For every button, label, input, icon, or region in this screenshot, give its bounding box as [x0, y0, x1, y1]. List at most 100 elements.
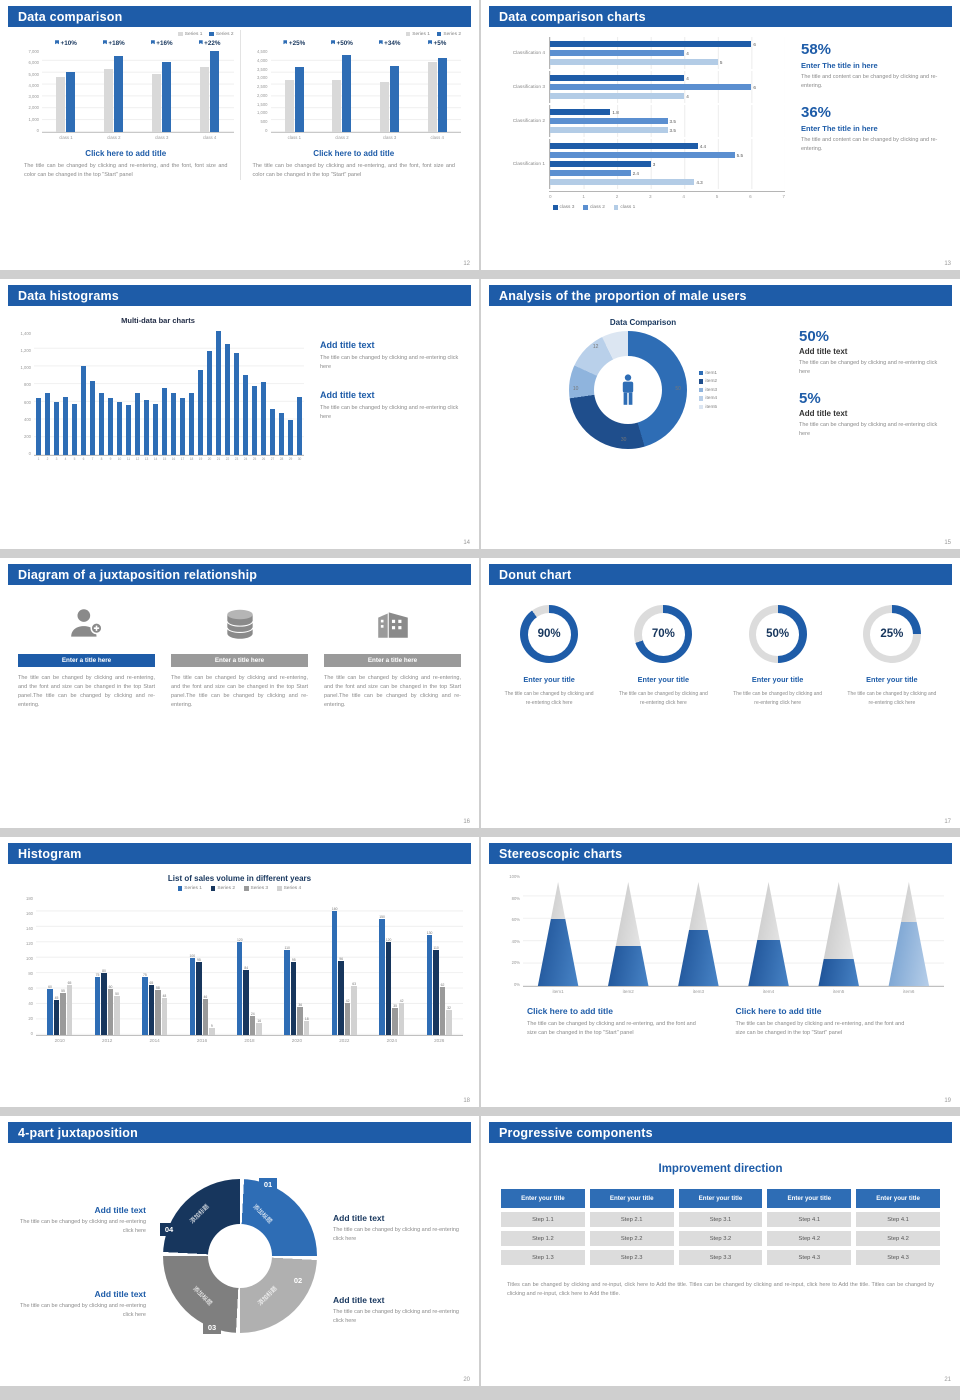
value-label: 42: [399, 998, 404, 1003]
bar-wrap: 62: [439, 896, 446, 1035]
bar-wrap: [88, 331, 97, 456]
bar-column: 8: [97, 331, 106, 463]
step-cell[interactable]: Step 4.3: [856, 1250, 940, 1265]
x-axis-label: 2026: [434, 1038, 445, 1043]
bar: [116, 401, 123, 455]
value-label: 4: [686, 75, 689, 81]
bars: [270, 49, 319, 133]
slide-thumbnail-19[interactable]: Stereoscopic charts 100% 80% 60% 40% 20% 0% it…: [481, 837, 960, 1107]
bar-wrap: 75: [94, 896, 101, 1035]
bar: [550, 161, 651, 167]
x-axis-label: 2022: [339, 1038, 350, 1043]
slide-title: Data comparison: [18, 9, 123, 24]
step-cell[interactable]: Step 2.3: [589, 1250, 674, 1265]
step-cell[interactable]: Step 2.2: [589, 1231, 674, 1246]
slide-thumbnail-16[interactable]: Diagram of a juxtaposition relationship …: [0, 558, 479, 828]
bar-wrap: [214, 331, 223, 456]
step-cell[interactable]: Step 2.1: [589, 1212, 674, 1227]
slide-content: List of sales volume in different years …: [0, 864, 479, 1044]
slide-thumbnail-20[interactable]: 4-part juxtaposition Add title text The …: [0, 1116, 479, 1386]
slide-content: Add title text The title can be changed …: [0, 1143, 479, 1383]
percent-value: +16%: [156, 40, 173, 47]
legend-swatch: [177, 886, 183, 891]
step-header-button[interactable]: Enter your title: [767, 1189, 852, 1208]
value-label: 9: [210, 1024, 213, 1029]
slide-thumbnail-13[interactable]: Data comparison charts Classification 4 6…: [481, 0, 960, 270]
bar: [550, 170, 631, 176]
bar: [189, 957, 196, 1035]
step-header-button[interactable]: Enter your title: [856, 1189, 940, 1208]
slide-thumbnail-18[interactable]: Histogram List of sales volume in differ…: [0, 837, 479, 1107]
x-axis-label: 25: [252, 457, 257, 461]
bar-series1: [380, 82, 390, 132]
database-icon: [171, 601, 308, 647]
bar: [550, 93, 685, 99]
bars: [318, 49, 366, 133]
slide-thumbnail-15[interactable]: Analysis of the proportion of male users…: [481, 279, 960, 549]
x-axis-label: 20: [207, 457, 212, 461]
axis-tick: 1: [582, 194, 585, 199]
legend-item: class 2: [583, 205, 605, 210]
axis-tick: 0: [265, 127, 268, 133]
slide-thumbnail-17[interactable]: Donut chart 90% Enter your title The title…: [481, 558, 960, 828]
plot-area: +25% class 1 +50% class 2 +34% class 3 +5% clas…: [270, 38, 461, 142]
axis-tick: 4,500: [257, 49, 268, 54]
step-cell[interactable]: Step 4.1: [767, 1212, 852, 1227]
bar: [433, 950, 439, 1035]
step-header-button[interactable]: Enter your title: [678, 1189, 763, 1208]
bar-wrap: [223, 331, 232, 456]
callout-heading: Add title text: [94, 1289, 146, 1299]
bar: [89, 380, 96, 455]
axis-tick: 60: [28, 986, 33, 991]
bar: [155, 990, 161, 1035]
x-axis-label: 30: [297, 457, 302, 461]
grouped-bar-chart: 180 160 140 120 100 80 60 40 20 0 60 45 55 65 2010 75 80…: [16, 896, 463, 1044]
slide-thumbnail-12[interactable]: Data comparison Series 1 Series 2 7,000 6…: [0, 0, 479, 270]
step-cell[interactable]: Step 4.2: [767, 1231, 852, 1246]
bar-line: 4.3: [550, 178, 785, 186]
step-cell[interactable]: Step 1.3: [501, 1250, 585, 1265]
bar: [60, 992, 66, 1035]
title-placeholder-bar[interactable]: Enter a title here: [171, 654, 308, 667]
slide-title: Donut chart: [499, 567, 572, 582]
cone-lower: [748, 940, 789, 986]
bars: [89, 49, 138, 133]
bar-line: 6: [550, 83, 785, 91]
slide-page-number: 15: [944, 540, 951, 546]
caption-block: Click here to add title The title can be…: [736, 1006, 915, 1038]
bar: [142, 977, 148, 1035]
step-header-button[interactable]: Enter your title: [589, 1189, 674, 1208]
bar: [550, 84, 752, 90]
donut-block: 25% Enter your title The title can be chan…: [838, 605, 946, 707]
x-axis-label: 12: [135, 457, 140, 461]
bar-wrap: 63: [351, 896, 357, 1035]
step-cell[interactable]: Step 3.3: [678, 1250, 763, 1265]
step-cell[interactable]: Step 3.1: [678, 1212, 763, 1227]
callout-body: The title can be changed by clicking and…: [333, 1227, 459, 1243]
title-placeholder-bar[interactable]: Enter a title here: [324, 654, 461, 667]
step-cell[interactable]: Step 4.2: [856, 1231, 940, 1246]
step-cell[interactable]: Step 1.2: [501, 1231, 585, 1246]
step-header-button[interactable]: Enter your title: [501, 1189, 585, 1208]
bars: 75 80 60 50: [83, 896, 131, 1036]
stat-description: The title can be changed by clicking and…: [799, 360, 938, 376]
bar: [107, 988, 114, 1035]
step-cell[interactable]: Step 4.3: [767, 1250, 852, 1265]
value-label: 150: [379, 915, 385, 920]
legend-label: item4: [705, 396, 718, 401]
y-axis: 7,000 6,000 5,000 4,000 3,000 2,000 1,000 0: [18, 38, 42, 142]
bar: [379, 919, 385, 1035]
step-cell[interactable]: Step 3.2: [678, 1231, 763, 1246]
step-cell[interactable]: Step 1.1: [501, 1212, 585, 1227]
x-axis-label: 5: [73, 457, 76, 461]
title-placeholder-bar[interactable]: Enter a title here: [18, 654, 155, 667]
text-section: Add title text The title can be changed …: [320, 340, 465, 372]
bar: [233, 353, 240, 455]
slide-title: Stereoscopic charts: [499, 846, 623, 861]
value-label: 3: [652, 161, 656, 167]
callout-body: The title can be changed by clicking and…: [20, 1219, 146, 1235]
value-label: 95: [291, 957, 296, 962]
step-cell[interactable]: Step 4.1: [856, 1212, 940, 1227]
slide-thumbnail-21[interactable]: Progressive components Improvement direc…: [481, 1116, 960, 1386]
slide-thumbnail-14[interactable]: Data histograms Multi-data bar charts 1,…: [0, 279, 479, 549]
